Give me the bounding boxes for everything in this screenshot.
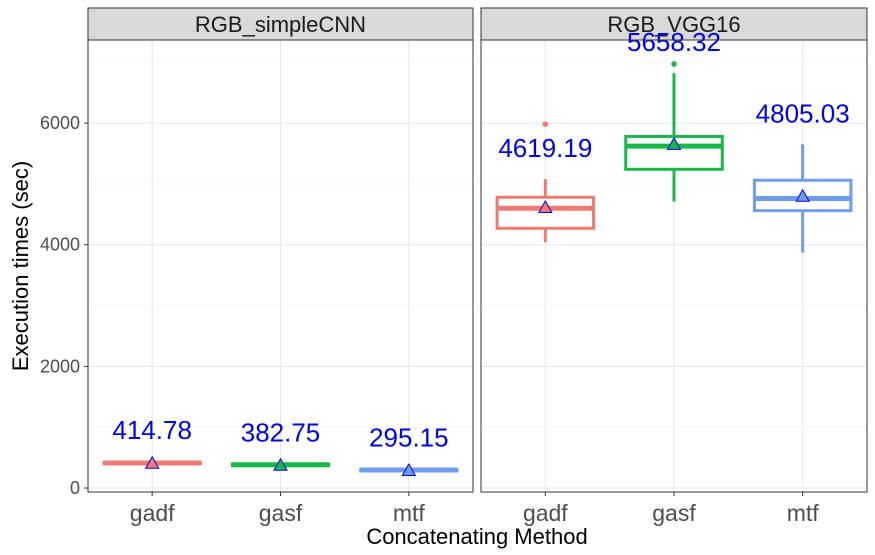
- panel-strip-label-2: RGB_VGG16: [607, 12, 740, 37]
- x-tick-label: gasf: [652, 500, 696, 526]
- y-axis-title: Execution times (sec): [8, 161, 33, 371]
- mean-label: 414.78: [112, 415, 192, 445]
- panel-strip-2: [480, 7, 868, 41]
- mean-label: 5658.32: [627, 27, 721, 57]
- box-gadf: 4619.19: [495, 121, 596, 243]
- panel-gridlines-1: [88, 40, 473, 492]
- panel-rgb-vgg16: RGB_VGG16 4619.19 5658.32 4805.03: [480, 7, 868, 493]
- y-tick-label: 2000: [40, 356, 80, 376]
- mean-marker: [144, 455, 160, 469]
- x-tick-label: gasf: [259, 500, 303, 526]
- panel-marks-2: 4619.19 5658.32 4805.03: [495, 27, 853, 253]
- x-axes: gadf gasf mtf gadf gasf mtf: [130, 492, 819, 526]
- outlier-point: [542, 121, 549, 128]
- x-tick-label: gadf: [523, 500, 568, 526]
- y-tick-label: 0: [70, 478, 80, 498]
- y-tick-label: 6000: [40, 113, 80, 133]
- box-gasf: 382.75: [230, 417, 331, 471]
- x-tick-label: mtf: [393, 500, 426, 526]
- box-mtf: 295.15: [359, 423, 459, 477]
- mean-label: 4805.03: [756, 98, 850, 128]
- panel-marks-1: 414.78 382.75 295.15: [102, 415, 459, 477]
- x-tick-label: mtf: [787, 500, 820, 526]
- box-gasf: 5658.32: [624, 27, 724, 202]
- mean-marker: [273, 457, 288, 471]
- mean-label: 295.15: [369, 423, 449, 453]
- mean-marker: [537, 200, 553, 214]
- y-axis: 0 2000 4000 6000: [40, 113, 88, 498]
- x-tick-label: gadf: [130, 500, 175, 526]
- y-tick-label: 4000: [40, 235, 80, 255]
- mean-marker: [795, 188, 811, 202]
- panel-strip-label-1: RGB_simpleCNN: [195, 12, 366, 37]
- panel-rgb-simplecnn: RGB_simpleCNN 414.78 382.75 295.15: [87, 7, 474, 493]
- x-axis-title: Concatenating Method: [366, 524, 587, 549]
- box-gadf: 414.78: [102, 415, 202, 469]
- box-mtf: 4805.03: [752, 98, 853, 253]
- panel-strip-1: [87, 7, 474, 41]
- mean-label: 382.75: [241, 417, 321, 447]
- outlier-point: [671, 61, 677, 67]
- mean-marker: [666, 136, 682, 150]
- mean-marker: [401, 463, 417, 477]
- mean-label: 4619.19: [498, 133, 592, 163]
